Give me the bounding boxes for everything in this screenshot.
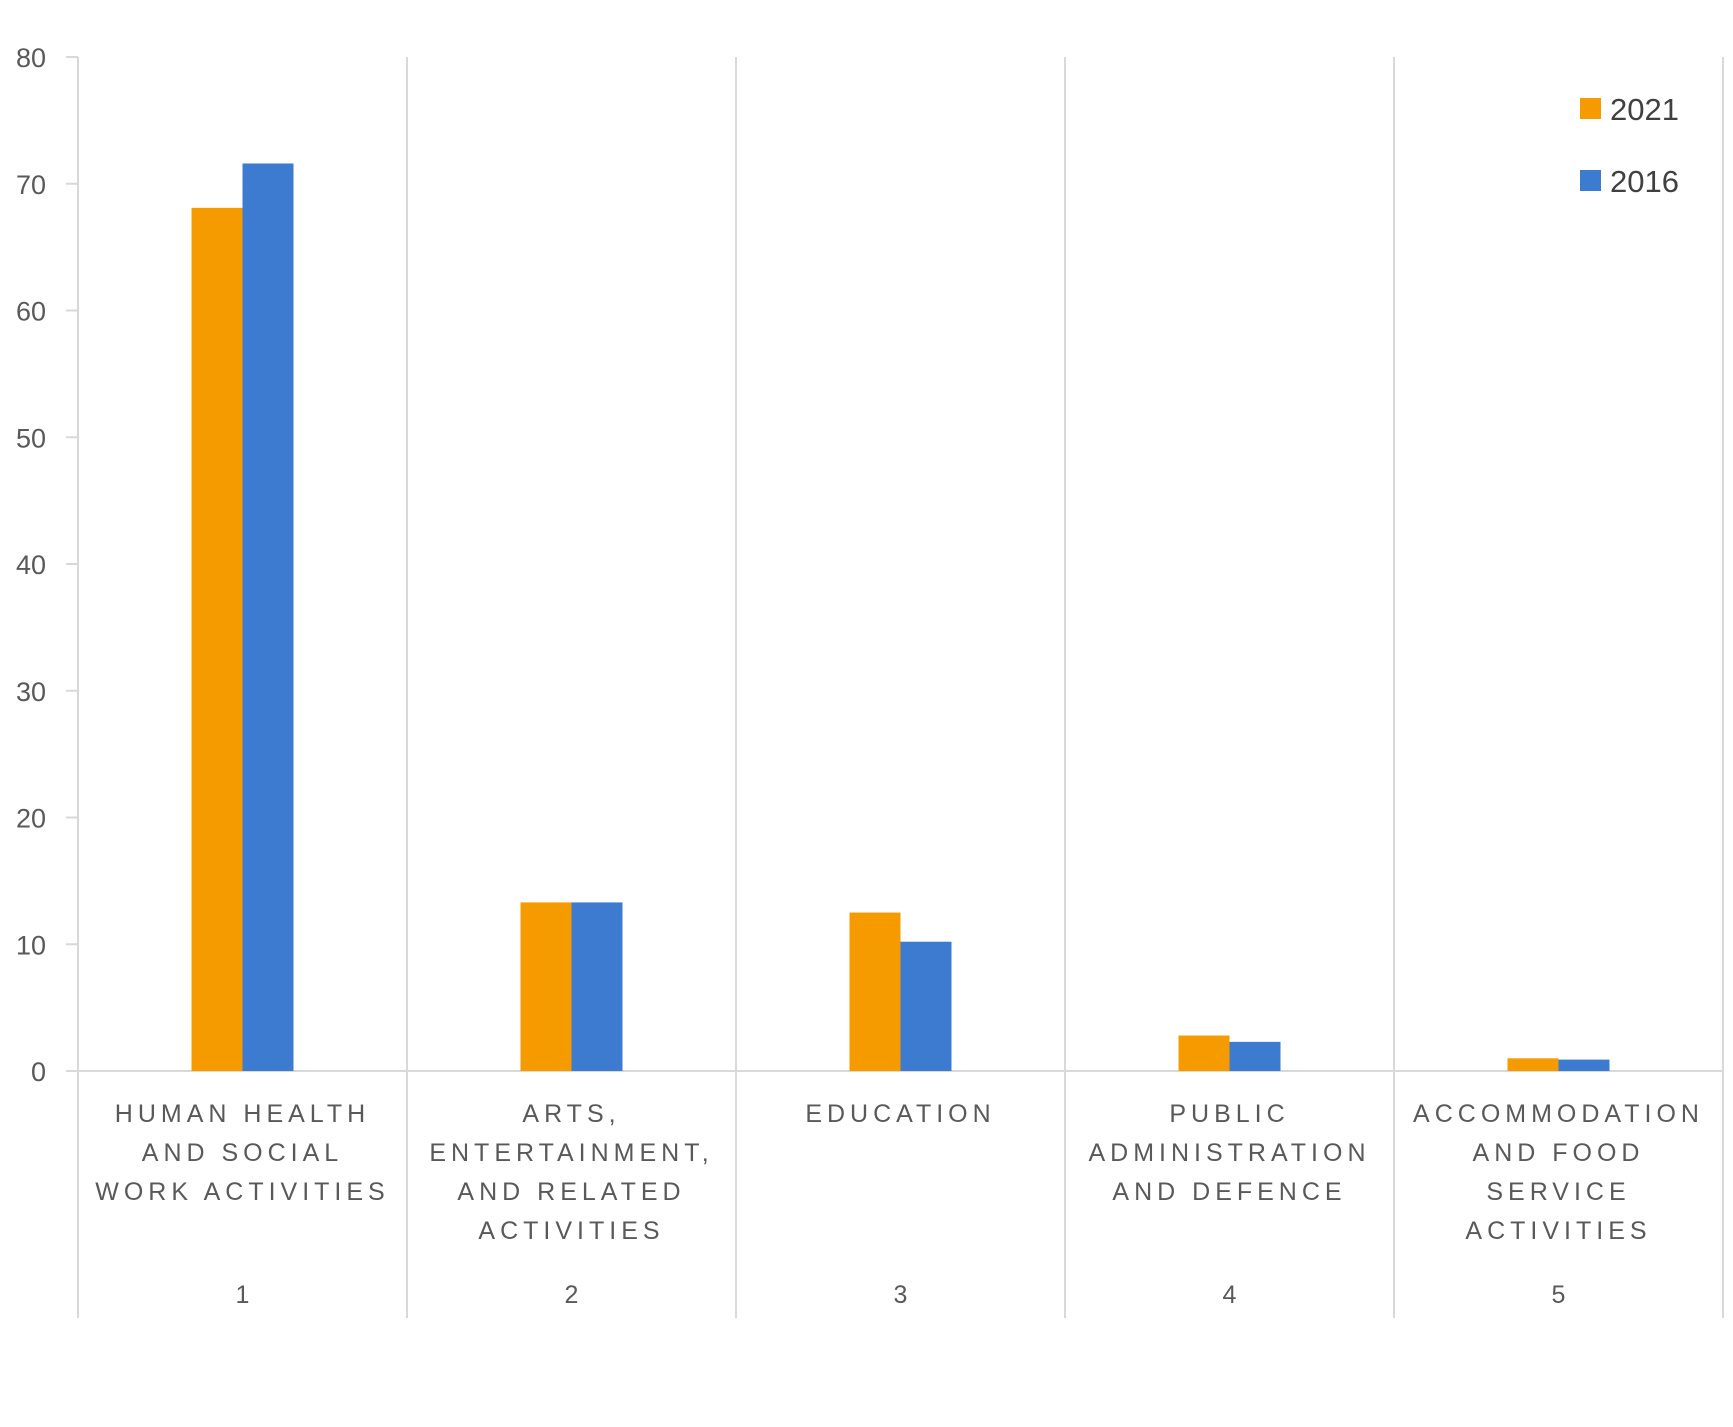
y-axis-tick-labels: 0 10 20 30 40 50 60 70 80: [16, 43, 46, 1087]
bar-2021-1: [191, 207, 243, 1071]
y-tick-label: 70: [16, 170, 46, 200]
category-index-label: 2: [565, 1281, 579, 1309]
category-label-line: ACCOMMODATION: [1413, 1100, 1704, 1128]
category-label-line: AND FOOD: [1473, 1139, 1645, 1167]
y-tick-label: 50: [16, 423, 46, 453]
legend: 2021 2016: [1580, 92, 1679, 199]
bar-2021-2: [520, 902, 572, 1071]
category-label: ARTS, ENTERTAINMENT, AND RELATED ACTIVITIES: [429, 1100, 713, 1245]
category-index-label: 5: [1552, 1281, 1566, 1309]
category-label-line: ADMINISTRATION: [1088, 1139, 1370, 1167]
legend-swatch-2016: [1580, 170, 1601, 191]
legend-swatch-2021: [1580, 98, 1601, 119]
category-label-line: ENTERTAINMENT,: [429, 1139, 713, 1167]
bar-2021-3: [849, 912, 901, 1071]
y-tick-label: 10: [16, 930, 46, 960]
bar-2021-4: [1178, 1035, 1230, 1071]
y-tick-label: 30: [16, 677, 46, 707]
bar-2016-3: [900, 941, 952, 1071]
category-label-line: WORK ACTIVITIES: [95, 1178, 389, 1206]
bar-2016-4: [1229, 1041, 1281, 1071]
y-tick-label: 40: [16, 550, 46, 580]
category-label-line: ACTIVITIES: [1465, 1217, 1651, 1245]
legend-label-2016: 2016: [1610, 164, 1679, 199]
category-label-line: SERVICE: [1486, 1178, 1630, 1206]
gridlines: [77, 57, 1724, 1318]
category-index-label: 4: [1223, 1281, 1237, 1309]
x-axis-category-labels: HUMAN HEALTH AND SOCIAL WORK ACTIVITIES 1 AR…: [95, 1100, 1704, 1309]
bar-2016-1: [242, 163, 294, 1072]
y-tick-label: 80: [16, 43, 46, 73]
category-label-line: PUBLIC: [1169, 1100, 1289, 1128]
bar-2021-5: [1507, 1058, 1559, 1071]
category-label-line: AND SOCIAL: [142, 1139, 343, 1167]
category-label-line: ARTS,: [522, 1100, 620, 1128]
category-label: PUBLIC ADMINISTRATION AND DEFENCE: [1088, 1100, 1370, 1206]
category-label-line: AND DEFENCE: [1112, 1178, 1346, 1206]
category-label-line: ACTIVITIES: [478, 1217, 664, 1245]
category-label-line: HUMAN HEALTH: [115, 1100, 370, 1128]
category-index-label: 3: [894, 1281, 908, 1309]
category-label: ACCOMMODATION AND FOOD SERVICE ACTIVITIES: [1413, 1100, 1704, 1245]
y-tick-label: 20: [16, 804, 46, 834]
category-label: EDUCATION: [805, 1100, 995, 1128]
y-tick-label: 60: [16, 297, 46, 327]
category-label-line: AND RELATED: [457, 1178, 685, 1206]
category-label-line: EDUCATION: [805, 1100, 995, 1128]
y-tick-label: 0: [31, 1057, 46, 1087]
bar-2016-2: [571, 902, 623, 1071]
category-label: HUMAN HEALTH AND SOCIAL WORK ACTIVITIES: [95, 1100, 389, 1206]
category-index-label: 1: [236, 1281, 250, 1309]
bar-2016-5: [1558, 1059, 1610, 1071]
bars: [191, 163, 1610, 1072]
legend-label-2021: 2021: [1610, 92, 1679, 127]
